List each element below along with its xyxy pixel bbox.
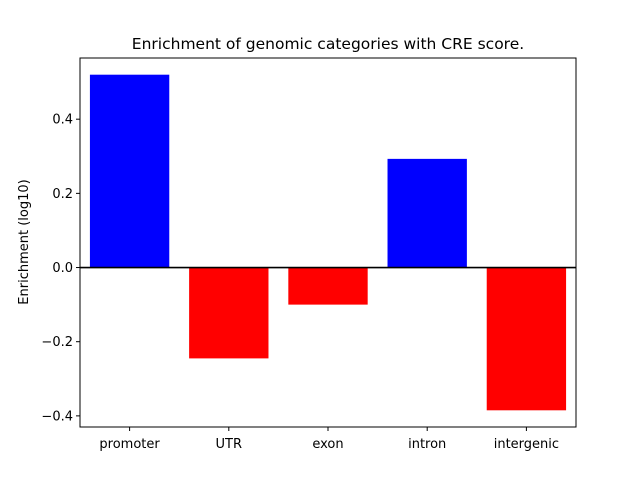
chart-title: Enrichment of genomic categories with CR… (132, 35, 524, 53)
bar-exon (288, 267, 368, 305)
y-axis-label: Enrichment (log10) (17, 179, 32, 304)
y-tick-label: −0.4 (41, 409, 73, 424)
y-tick-label: 0.4 (52, 113, 73, 128)
bar-intergenic (486, 267, 567, 411)
bar-UTR (189, 267, 269, 359)
y-tick-label: −0.2 (41, 335, 73, 350)
x-tick-label: intron (408, 437, 446, 452)
y-tick-label: 0.0 (52, 261, 73, 276)
bars-layer (89, 74, 567, 411)
x-tick-label: exon (312, 437, 343, 452)
bar-intron (387, 158, 467, 268)
bar-promoter (89, 74, 170, 268)
axes-layer: −0.4 −0.2 0.0 0.2 0.4 promoter UTR exon intron in… (41, 57, 577, 452)
y-tick-label: 0.2 (52, 187, 73, 202)
x-tick-label: promoter (99, 437, 160, 452)
x-tick-label: UTR (216, 437, 243, 452)
x-tick-label: intergenic (494, 437, 559, 452)
